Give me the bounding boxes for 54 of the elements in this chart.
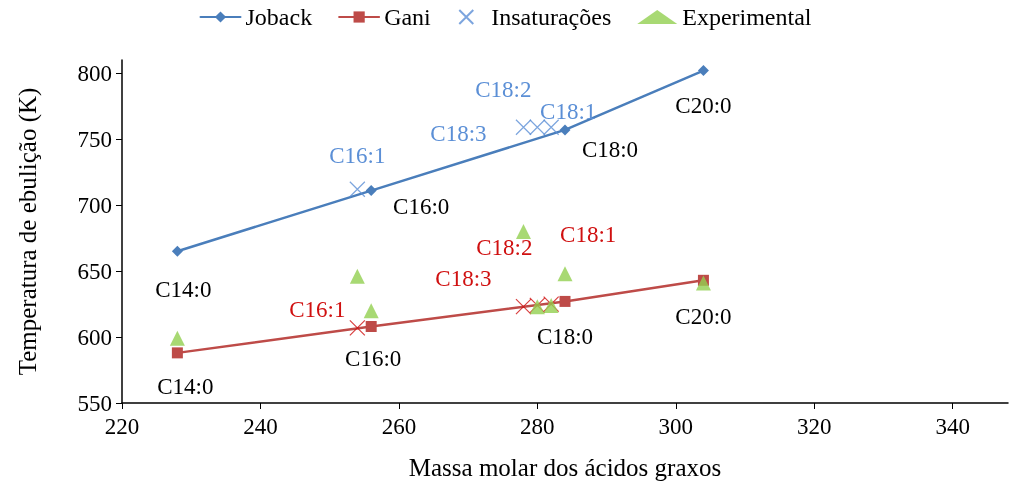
point	[515, 224, 531, 239]
point	[695, 275, 711, 291]
point	[171, 347, 183, 359]
annotation: C16:1	[289, 297, 346, 323]
point	[559, 295, 571, 307]
annotation: C14:0	[157, 374, 214, 400]
x-tick-label: 280	[520, 414, 555, 439]
annotation: C18:2	[476, 234, 533, 260]
point	[365, 185, 377, 197]
annotation: C16:0	[393, 194, 450, 220]
x-tick-label: 220	[104, 414, 140, 439]
x-tick-label: 300	[658, 414, 693, 439]
x-tick-label: 320	[796, 414, 832, 439]
point	[559, 124, 571, 136]
point	[515, 298, 532, 315]
legend-label: Insaturações	[491, 4, 612, 30]
x-tick-label: 260	[381, 414, 417, 439]
point	[543, 119, 560, 136]
x-tick-label: 240	[243, 414, 278, 439]
y-tick-label: 650	[77, 258, 112, 284]
point	[349, 181, 366, 198]
point	[349, 268, 365, 284]
point	[365, 320, 377, 332]
annotation: C14:0	[155, 276, 212, 302]
point	[557, 266, 573, 282]
legend-label: Experimental	[682, 4, 812, 30]
y-tick-label: 800	[77, 60, 112, 86]
annotation: C18:0	[536, 323, 594, 349]
annotation: C18:0	[581, 137, 639, 163]
annotation: C18:3	[435, 266, 492, 292]
y-tick-label: 550	[77, 390, 112, 416]
annotation: C16:0	[345, 345, 402, 371]
point	[697, 65, 709, 77]
annotation: C18:3	[430, 120, 487, 146]
y-tick-label: 700	[77, 192, 112, 218]
annotation: C18:1	[540, 98, 597, 124]
y-tick-label: 750	[77, 126, 112, 152]
legend-label: Gani	[384, 4, 432, 30]
y-tick-label: 600	[77, 324, 112, 350]
point	[169, 330, 185, 346]
point	[363, 303, 379, 319]
annotation: C20:0	[675, 303, 732, 329]
annotation: C16:1	[329, 142, 386, 168]
y-axis-title: Temperatura de ebulição (K)	[14, 87, 42, 376]
x-axis-title: Massa molar dos ácidos graxos	[408, 454, 722, 481]
annotation: C18:2	[475, 76, 532, 102]
legend-label: Joback	[245, 4, 313, 30]
point	[529, 119, 546, 136]
annotation: C20:0	[675, 93, 732, 119]
x-tick-label: 340	[935, 414, 970, 439]
point	[515, 119, 532, 136]
point	[171, 245, 183, 257]
annotation: C18:1	[560, 221, 617, 247]
point	[349, 319, 366, 336]
